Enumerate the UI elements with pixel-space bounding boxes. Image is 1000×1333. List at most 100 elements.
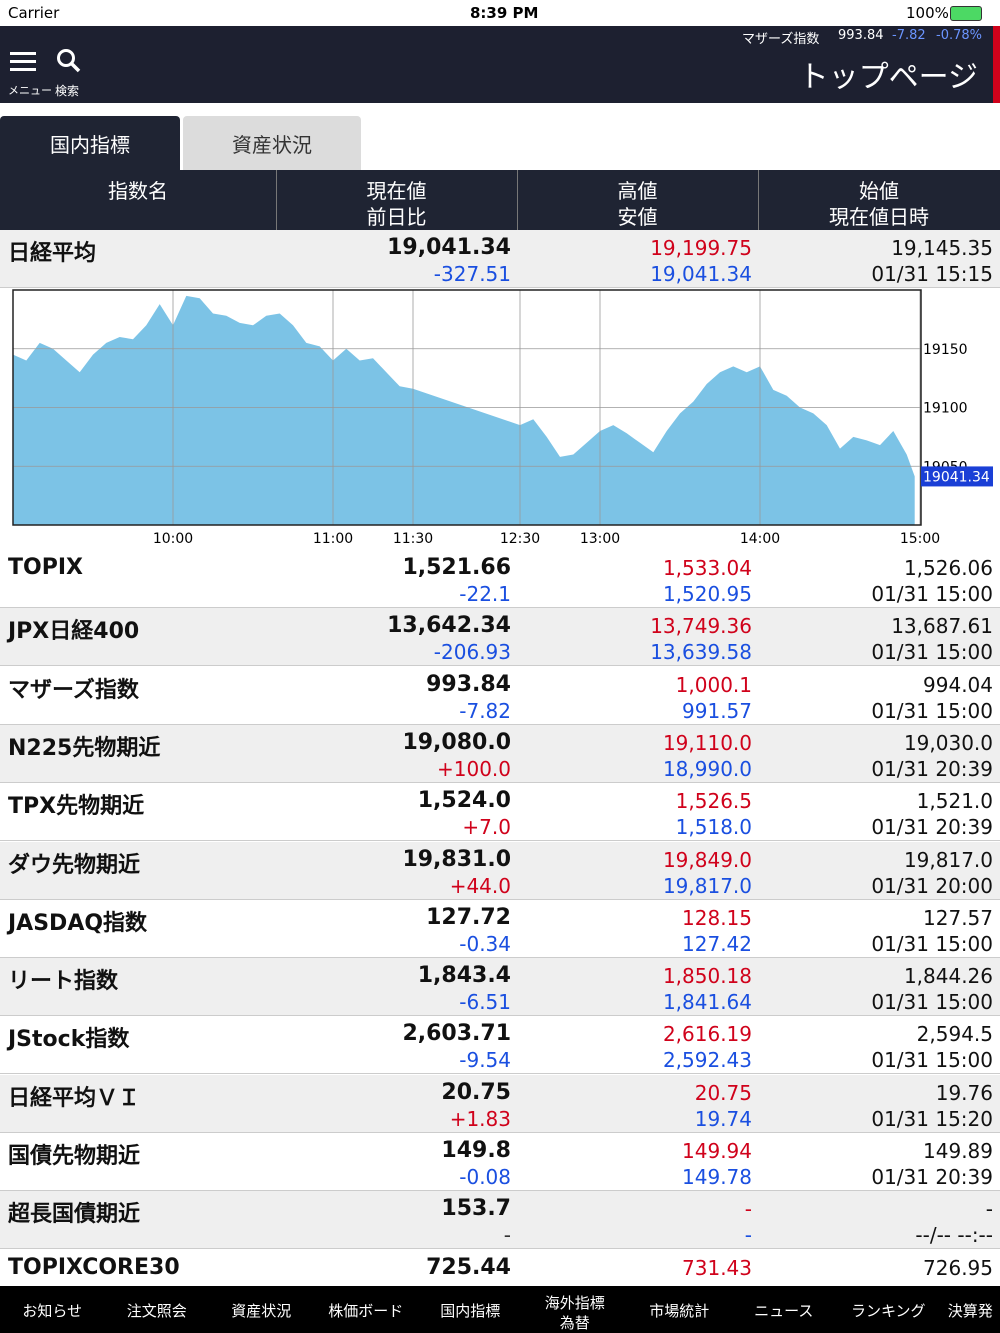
x-tick-label: 11:30: [393, 531, 433, 547]
datetime: 01/31 15:20: [871, 1106, 993, 1131]
price: 19,041.34: [387, 235, 511, 260]
price: 1,524.0: [417, 788, 511, 814]
high: 19,849.0: [662, 847, 752, 872]
high: 731.43: [682, 1255, 752, 1280]
high: 1,850.18: [662, 964, 752, 989]
change: -0.08: [459, 1165, 511, 1189]
table-row: 日経平均 19,041.34 -327.51 19,199.75 19,041.34 19…: [0, 230, 1000, 288]
open: 19,030.0: [903, 730, 993, 755]
y-tick-label: 19150: [923, 342, 968, 358]
price: 149.8: [441, 1138, 511, 1163]
menu-label[interactable]: メニュー: [8, 84, 52, 97]
high: 2,616.19: [662, 1022, 752, 1047]
x-tick-label: 10:00: [153, 531, 193, 547]
change: -: [503, 1223, 511, 1248]
change: -206.93: [433, 640, 511, 665]
table-row: マザーズ指数 993.84 -7.82 1,000.1 991.57 994.04 01/3…: [0, 666, 1000, 725]
open: 726.95: [923, 1255, 993, 1280]
column-label: 安値: [617, 205, 658, 229]
column-header: 指数名 現在値 前日比 高値 安値 始値 現在値日時: [0, 170, 1000, 230]
index-name: JPX日経400: [8, 619, 140, 645]
column-divider: [758, 170, 759, 230]
open: 149.89: [923, 1139, 993, 1163]
nav-item[interactable]: 株価ボード: [328, 1302, 404, 1320]
ticker-price: 993.84: [838, 28, 884, 43]
price: 1,843.4: [417, 963, 511, 989]
index-name: 国債先物期近: [8, 1144, 141, 1169]
menu-icon[interactable]: [10, 50, 36, 72]
table-row: N225先物期近 19,080.0 +100.0 19,110.0 18,990.0 19…: [0, 724, 1000, 783]
datetime: 01/31 15:00: [871, 698, 993, 723]
page-title: トップページ: [798, 60, 978, 95]
status-bar: Carrier 8:39 PM 100%: [0, 0, 1000, 26]
change: -22.1: [459, 582, 511, 606]
low: 19,817.0: [662, 873, 752, 898]
clock: 8:39 PM: [470, 4, 539, 22]
datetime: 01/31 15:00: [871, 640, 993, 665]
table-row: JPX日経400 13,642.34 -206.93 13,749.36 13,639.…: [0, 608, 1000, 667]
current-value: 19041.34: [923, 469, 990, 485]
open: 13,687.61: [891, 614, 993, 639]
datetime: 01/31 15:00: [871, 582, 993, 606]
x-tick-label: 11:00: [313, 531, 353, 547]
high: 1,533.04: [662, 556, 752, 580]
column-label: 現在値: [366, 179, 427, 203]
change: +7.0: [462, 815, 511, 840]
low: 127.42: [682, 931, 752, 956]
tab[interactable]: 国内指標: [0, 116, 180, 170]
nav-item[interactable]: ランキング: [850, 1302, 926, 1320]
table-row: 超長国債期近 153.7- - - - --/-- --:--: [0, 1191, 1000, 1250]
nav-item[interactable]: 為替: [559, 1314, 590, 1332]
high: 128.15: [682, 905, 752, 930]
low: 19.74: [694, 1106, 752, 1131]
table-row: ダウ先物期近 19,831.0 +44.0 19,849.0 19,817.0 19,81…: [0, 841, 1000, 900]
column-label: 指数名: [108, 179, 168, 203]
open: 1,844.26: [903, 964, 993, 989]
nav-item[interactable]: お知らせ: [22, 1302, 83, 1320]
nav-item[interactable]: 海外指標: [544, 1294, 605, 1312]
nav-item[interactable]: 決算発: [947, 1302, 993, 1320]
open: 19.76: [935, 1080, 993, 1105]
search-label[interactable]: 検索: [55, 84, 80, 98]
low: 1,518.0: [675, 815, 752, 840]
tab[interactable]: 資産状況: [183, 116, 361, 170]
low: 2,592.43: [662, 1048, 752, 1073]
x-tick-label: 12:30: [500, 531, 540, 547]
ticker-change: -7.82: [892, 28, 926, 43]
column-label: 高値: [617, 179, 658, 203]
ticker-name: マザーズ指数: [742, 32, 820, 47]
open: 994.04: [923, 672, 993, 697]
nav-item[interactable]: 注文照会: [126, 1302, 187, 1320]
table-row: 国債先物期近 149.8 -0.08 149.94 149.78 149.89 01/31 …: [0, 1133, 1000, 1191]
index-name: 日経平均: [8, 241, 97, 266]
open: 19,145.35: [891, 236, 993, 260]
column-label: 前日比: [366, 205, 427, 229]
ticker-pct: -0.78%: [936, 28, 982, 43]
search-icon[interactable]: [56, 48, 82, 74]
nav-item[interactable]: ニュース: [754, 1302, 814, 1320]
accent: [993, 26, 1000, 103]
index-name: JASDAQ指数: [8, 910, 148, 936]
nav-item[interactable]: 資産状況: [231, 1302, 292, 1320]
x-tick-label: 15:00: [900, 531, 940, 547]
change: -9.54: [459, 1048, 511, 1073]
change: -7.82: [459, 698, 511, 723]
table-row: TOPIX 1,521.66 -22.1 1,533.04 1,520.95 1,526.…: [0, 550, 1000, 608]
low: 18,990.0: [662, 756, 752, 781]
high: 19,110.0: [662, 730, 752, 755]
open: 19,817.0: [903, 847, 993, 872]
battery: 100%: [906, 4, 949, 22]
index-name: TPX先物期近: [8, 794, 145, 820]
table-row: JASDAQ指数 127.72 -0.34 128.15 127.42 127.57 01/…: [0, 899, 1000, 958]
table-row: リート指数 1,843.4 -6.51 1,850.18 1,841.64 1,844.2…: [0, 958, 1000, 1017]
index-name: 日経平均ＶＩ: [8, 1085, 141, 1111]
open: 1,521.0: [916, 789, 993, 814]
open: 1,526.06: [903, 556, 993, 580]
chart: 19050191001915010:0011:0011:3012:3013:00…: [12, 289, 993, 547]
change: -6.51: [459, 990, 511, 1015]
nav-item[interactable]: 市場統計: [649, 1302, 710, 1320]
price: 725.44: [426, 1254, 511, 1280]
nav-item[interactable]: 国内指標: [440, 1302, 501, 1320]
column-label: 現在値日時: [829, 205, 929, 229]
